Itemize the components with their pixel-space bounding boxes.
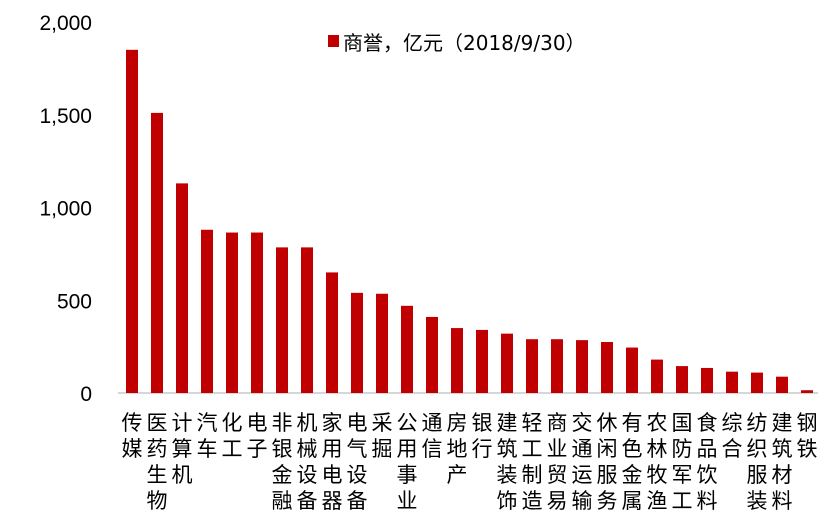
category-label: 家用电器 [322, 411, 343, 513]
bar [451, 328, 463, 393]
bar [176, 183, 188, 393]
bar [476, 329, 488, 393]
bar [426, 316, 438, 393]
category-labels: 传媒医药生物计算机汽车化工电子非银金融机械设备家用电器电气设备采掘公用事业通信房… [122, 411, 818, 513]
category-label: 汽车 [197, 411, 218, 461]
bar [701, 367, 713, 393]
y-tick-label: 500 [57, 290, 92, 313]
category-label: 计算机 [172, 411, 193, 487]
category-label: 非银金融 [272, 411, 293, 513]
y-axis-ticks: 2,000 1,500 1,000 500 0 [39, 12, 92, 406]
bar [751, 372, 763, 393]
bar [251, 232, 263, 393]
bars [126, 49, 813, 394]
category-label: 国防军工 [672, 411, 693, 513]
bar [726, 371, 738, 393]
legend-label: 商誉，亿元（2018/9/30） [343, 31, 586, 55]
bar [526, 339, 538, 393]
category-label: 建筑材料 [772, 411, 793, 513]
bar [626, 347, 638, 393]
bar [776, 376, 788, 393]
category-label: 交通运输 [572, 411, 593, 513]
bar [601, 341, 613, 393]
y-tick-label: 1,000 [39, 198, 92, 221]
category-label: 化工 [222, 411, 243, 461]
category-label: 农林牧渔 [647, 411, 668, 513]
category-label: 商业贸易 [547, 411, 568, 513]
bar [326, 272, 338, 393]
category-label: 电气设备 [347, 411, 368, 513]
category-label: 通信 [422, 411, 443, 461]
bar [276, 247, 288, 393]
legend: 商誉，亿元（2018/9/30） [328, 31, 586, 55]
bar [226, 232, 238, 393]
category-label: 传媒 [122, 411, 143, 461]
y-tick-label: 1,500 [39, 105, 92, 128]
y-tick-label: 0 [80, 383, 92, 406]
category-label: 医药生物 [147, 411, 168, 513]
category-label: 公用事业 [397, 411, 418, 513]
bar [801, 390, 813, 393]
category-label: 建筑装饰 [497, 411, 518, 513]
category-label: 综合 [722, 411, 743, 461]
bar [501, 333, 513, 393]
bar [551, 339, 563, 393]
category-label: 有色金属 [622, 411, 643, 513]
category-label: 食品饮料 [697, 411, 718, 513]
category-label: 机械设备 [297, 411, 318, 513]
category-label: 钢铁 [797, 411, 818, 461]
bar [376, 293, 388, 393]
category-label: 采掘 [372, 411, 393, 461]
bar [301, 247, 313, 393]
bar [351, 292, 363, 393]
bar [126, 49, 138, 393]
category-label: 纺织服装 [747, 411, 768, 513]
category-label: 休闲服务 [597, 411, 618, 513]
bar [151, 112, 163, 394]
category-label: 轻工制造 [522, 411, 543, 513]
bar [676, 366, 688, 393]
legend-swatch [328, 35, 339, 47]
bar [401, 305, 413, 393]
category-label: 房地产 [447, 411, 468, 487]
bar [201, 229, 213, 393]
y-tick-label: 2,000 [39, 12, 92, 35]
category-label: 银行 [472, 411, 493, 461]
bar [576, 340, 588, 393]
category-label: 电子 [247, 411, 268, 461]
bar [651, 359, 663, 393]
